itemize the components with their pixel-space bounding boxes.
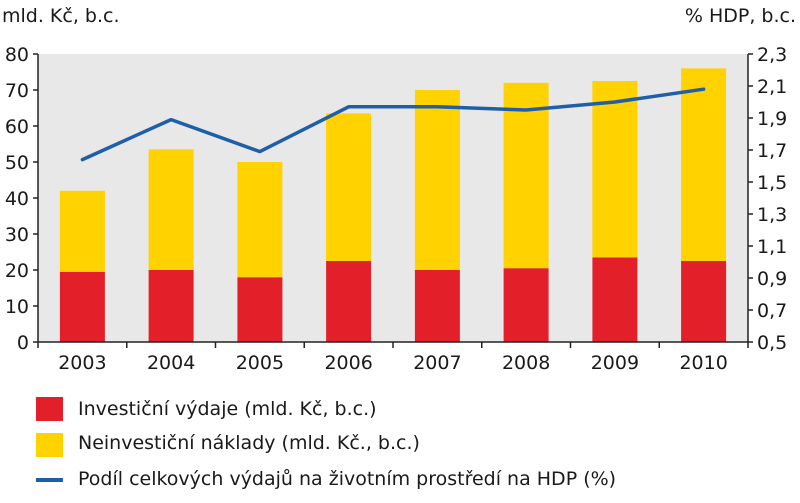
bar-investment-2007 xyxy=(414,270,460,342)
left-tick-label: 70 xyxy=(5,80,29,102)
bar-investment-2010 xyxy=(681,261,727,342)
bar-investment-2005 xyxy=(237,277,283,342)
left-tick-label: 0 xyxy=(17,332,29,354)
bar-investment-2006 xyxy=(326,261,372,342)
right-axis-title: % HDP, b.c. xyxy=(685,5,796,27)
legend-item-gdp-share: Podíl celkových výdajů na životním prost… xyxy=(0,465,800,495)
legend-swatch-investment xyxy=(36,397,63,421)
right-tick-label: 1,7 xyxy=(757,140,787,162)
x-tick-label-2006: 2006 xyxy=(324,352,372,374)
bar-noninvestment-2006 xyxy=(326,113,372,262)
bars-group xyxy=(59,68,727,342)
right-tick-label: 1,3 xyxy=(757,204,787,226)
left-tick-label: 10 xyxy=(5,296,29,318)
x-tick-label-2005: 2005 xyxy=(236,352,284,374)
right-tick-label: 0,5 xyxy=(757,332,787,354)
legend-item-noninvestment: Neinvestiční náklady (mld. Kč., b.c.) xyxy=(0,429,800,459)
legend-swatch-gdp-share xyxy=(36,478,63,482)
bar-noninvestment-2004 xyxy=(148,149,194,270)
axes-group: 0 10 20 30 40 50 60 70 80 0,5 0,7 0,9 1,1 1,3 1,5 1,7 1,… xyxy=(5,44,787,374)
right-tick-label: 2,1 xyxy=(757,76,787,98)
line-gdp-share xyxy=(80,87,706,162)
legend-label-investment: Investiční výdaje (mld. Kč, b.c.) xyxy=(78,398,377,420)
right-tick-label: 0,7 xyxy=(757,300,787,322)
legend-swatch-noninvestment xyxy=(36,433,63,457)
x-tick-label-2008: 2008 xyxy=(502,352,550,374)
x-tick-label-2010: 2010 xyxy=(679,352,727,374)
left-tick-label: 60 xyxy=(5,116,29,138)
x-tick-label-2009: 2009 xyxy=(591,352,639,374)
right-tick-label: 0,9 xyxy=(757,268,787,290)
bar-investment-2008 xyxy=(503,268,549,342)
legend-label-gdp-share: Podíl celkových výdajů na životním prost… xyxy=(78,468,617,490)
left-tick-label: 50 xyxy=(5,152,29,174)
line-series-group xyxy=(80,87,706,162)
x-tick-label-2007: 2007 xyxy=(413,352,461,374)
bar-noninvestment-2008 xyxy=(503,82,549,269)
bar-investment-2003 xyxy=(59,271,105,342)
right-tick-label: 1,1 xyxy=(757,236,787,258)
bar-investment-2009 xyxy=(592,257,638,342)
bar-noninvestment-2009 xyxy=(592,81,638,258)
bar-noninvestment-2010 xyxy=(681,68,727,262)
left-tick-label: 20 xyxy=(5,260,29,282)
left-tick-label: 40 xyxy=(5,188,29,210)
right-tick-label: 1,5 xyxy=(757,172,787,194)
left-tick-label: 30 xyxy=(5,224,29,246)
right-tick-label: 2,3 xyxy=(757,44,787,66)
x-tick-label-2004: 2004 xyxy=(147,352,195,374)
bar-noninvestment-2005 xyxy=(237,162,283,278)
bar-noninvestment-2007 xyxy=(414,90,460,270)
bar-investment-2004 xyxy=(148,270,194,342)
left-tick-label: 80 xyxy=(5,44,29,66)
left-axis-title: mld. Kč, b.c. xyxy=(2,5,120,27)
legend-item-investment: Investiční výdaje (mld. Kč, b.c.) xyxy=(0,395,800,425)
right-tick-label: 1,9 xyxy=(757,108,787,130)
x-tick-label-2003: 2003 xyxy=(58,352,106,374)
bar-noninvestment-2003 xyxy=(59,190,105,272)
legend-label-noninvestment: Neinvestiční náklady (mld. Kč., b.c.) xyxy=(78,432,420,454)
